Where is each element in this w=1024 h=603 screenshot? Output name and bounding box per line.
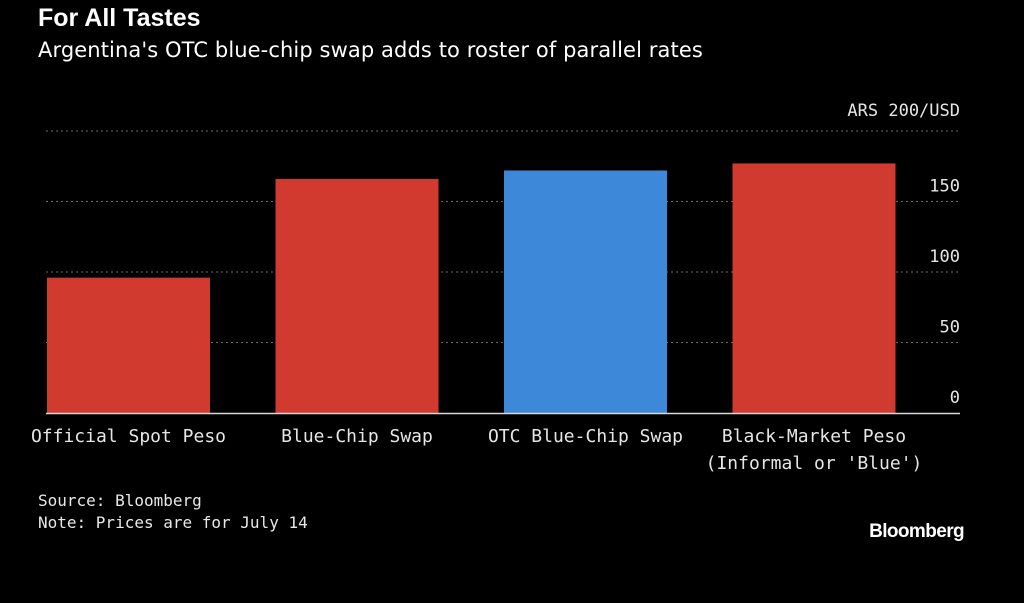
bar <box>504 170 667 413</box>
bar <box>47 277 210 413</box>
y-tick-label: 0 <box>950 388 960 408</box>
x-category-label: Blue-Chip Swap <box>281 426 433 447</box>
x-category-label: (Informal or 'Blue') <box>706 453 923 474</box>
source-note: Source: Bloomberg <box>38 491 202 510</box>
x-category-label: Official Spot Peso <box>31 426 226 447</box>
x-category-label: OTC Blue-Chip Swap <box>488 426 683 447</box>
x-category-label: Black-Market Peso <box>722 426 906 447</box>
y-tick-label: 150 <box>929 177 960 197</box>
footer: Source: Bloomberg Note: Prices are for J… <box>38 490 308 534</box>
y-tick-label: 50 <box>940 318 960 338</box>
unit-label: ARS 200/USD <box>847 101 960 121</box>
chart-title: For All Tastes <box>38 4 201 32</box>
bloomberg-logo: Bloomberg <box>869 521 964 542</box>
bar-chart: 0 50 100 150 Official Spot Peso Blue-Chip Sw… <box>31 101 960 474</box>
bar <box>275 178 439 413</box>
bar <box>732 163 896 413</box>
y-tick-label: 100 <box>929 247 960 267</box>
date-note: Note: Prices are for July 14 <box>38 513 308 532</box>
chart-subtitle: Argentina's OTC blue-chip swap adds to r… <box>38 38 703 62</box>
